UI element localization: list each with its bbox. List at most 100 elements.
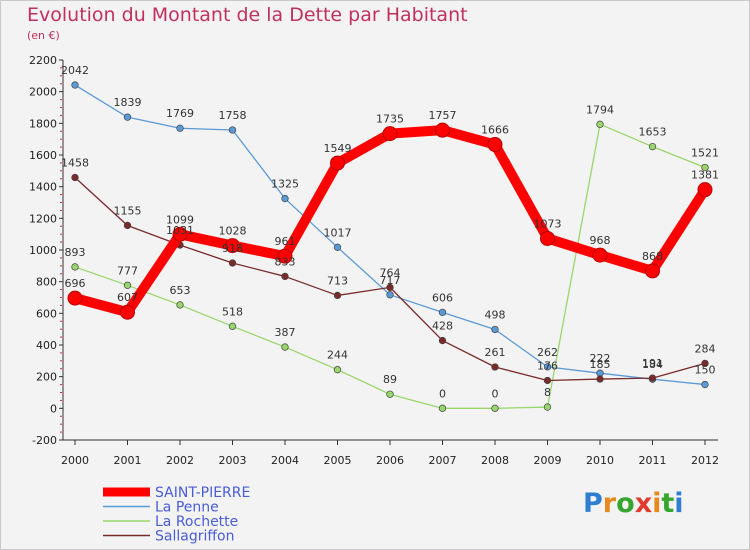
data-point <box>71 173 79 182</box>
axes: -200020040060080010001200140016001800200… <box>29 54 719 467</box>
data-label: 777 <box>117 264 138 277</box>
data-point <box>176 301 184 309</box>
y-tick-label: 0 <box>50 402 57 415</box>
logo-letter: i <box>674 488 684 519</box>
data-label: 191 <box>642 357 663 370</box>
y-tick-label: 600 <box>36 307 57 320</box>
data-label: 607 <box>117 291 138 304</box>
data-label: 1073 <box>534 217 562 230</box>
legend-label: Sallagriffon <box>155 529 234 545</box>
data-point <box>228 259 237 267</box>
y-tick-label: -200 <box>32 434 57 447</box>
data-point <box>123 221 132 230</box>
legend-label: La Penne <box>155 500 219 516</box>
data-label: 1031 <box>166 224 194 237</box>
data-point <box>71 81 79 89</box>
data-label: 1666 <box>481 124 509 137</box>
data-point <box>435 122 450 138</box>
proxiti-logo: Proxiti <box>583 488 684 519</box>
data-label: 0 <box>439 387 446 400</box>
logo-letter: P <box>583 488 603 519</box>
x-tick-label: 2002 <box>166 454 194 467</box>
data-label: 184 <box>642 358 663 371</box>
data-point <box>648 374 657 382</box>
logo-letter: x <box>634 488 653 519</box>
data-point <box>281 343 289 351</box>
data-point <box>225 238 240 254</box>
logo-letter: i <box>652 488 662 519</box>
x-tick-label: 2010 <box>586 454 614 467</box>
logo-letter: t <box>661 488 675 519</box>
data-point <box>701 380 709 389</box>
x-tick-label: 2005 <box>324 454 352 467</box>
data-point <box>592 247 608 263</box>
data-point <box>172 226 188 242</box>
data-label: 1458 <box>61 156 89 169</box>
data-point <box>281 194 289 203</box>
data-point <box>543 403 552 411</box>
series-layer <box>67 81 713 412</box>
data-label: 833 <box>275 255 296 268</box>
data-label: 498 <box>485 308 506 321</box>
data-label: 185 <box>590 358 611 371</box>
y-tick-label: 1400 <box>29 181 57 194</box>
data-point <box>386 291 394 299</box>
data-point <box>228 126 237 134</box>
x-tick-label: 2009 <box>534 454 562 467</box>
data-point <box>487 137 503 153</box>
data-label: 284 <box>695 342 716 355</box>
data-label: 261 <box>485 346 506 359</box>
data-point <box>120 304 135 320</box>
data-label: 262 <box>537 346 558 359</box>
legend-label: SAINT-PIERRE <box>155 485 250 501</box>
data-point <box>648 142 657 151</box>
data-point <box>71 263 79 271</box>
y-tick-label: 800 <box>36 276 57 289</box>
data-label: 1028 <box>219 225 247 238</box>
data-point <box>596 120 604 128</box>
y-tick-label: 1200 <box>29 212 57 225</box>
data-point <box>438 308 447 317</box>
data-point <box>645 263 660 279</box>
data-label: 968 <box>590 234 611 247</box>
data-label: 606 <box>432 291 453 304</box>
x-tick-label: 2011 <box>639 454 667 467</box>
data-point <box>281 272 289 281</box>
data-label: 428 <box>432 320 453 333</box>
data-point <box>543 363 552 371</box>
data-label: 8 <box>544 386 551 399</box>
data-point <box>277 248 293 264</box>
data-label: 2042 <box>61 64 89 77</box>
data-label: 150 <box>695 364 716 377</box>
x-tick-label: 2000 <box>61 454 89 467</box>
data-label: 961 <box>275 235 296 248</box>
data-label: 244 <box>327 349 348 362</box>
data-label: 1325 <box>271 178 299 191</box>
data-label: 1735 <box>376 113 404 126</box>
data-point <box>176 124 184 132</box>
data-label: 1099 <box>166 213 194 226</box>
y-tick-label: 2200 <box>29 54 57 67</box>
data-label: 518 <box>222 305 243 318</box>
data-label: 387 <box>275 326 296 339</box>
x-tick-label: 2006 <box>376 454 404 467</box>
data-label: 1549 <box>324 142 352 155</box>
legend-label: La Rochette <box>155 514 238 530</box>
data-label: 1794 <box>586 103 614 116</box>
y-tick-label: 2000 <box>29 86 57 99</box>
data-label: 764 <box>380 266 401 279</box>
data-point <box>438 336 447 345</box>
data-point <box>491 363 499 371</box>
data-label: 717 <box>380 274 401 287</box>
data-labels: 696 607 1099 1028 961 1549 1735 1757 1666 1073 968… <box>61 64 719 400</box>
data-label: 713 <box>327 274 348 287</box>
x-tick-label: 2008 <box>481 454 509 467</box>
data-point <box>438 404 447 412</box>
data-point <box>701 163 709 172</box>
data-label: 176 <box>537 359 558 372</box>
y-tick-label: 200 <box>36 371 57 384</box>
data-label: 1757 <box>429 109 457 122</box>
data-point <box>333 291 342 300</box>
